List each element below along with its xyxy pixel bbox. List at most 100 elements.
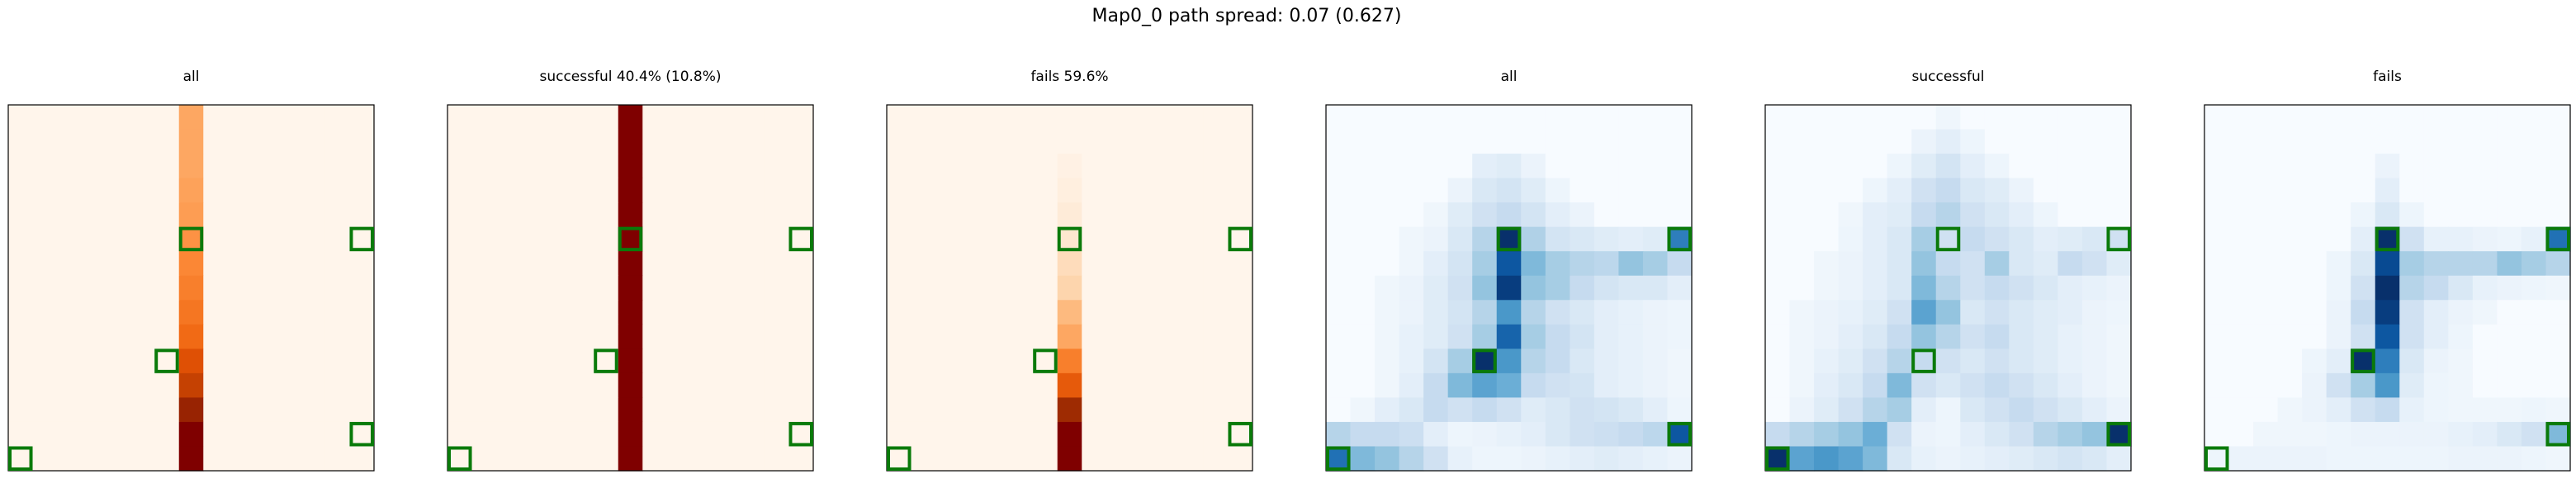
heatmap-cell bbox=[666, 421, 692, 448]
heatmap-cell bbox=[1350, 324, 1376, 349]
heatmap-cell bbox=[1838, 421, 1863, 448]
heatmap-cell bbox=[1472, 202, 1498, 228]
heatmap-cell bbox=[594, 300, 619, 325]
heatmap-cell bbox=[227, 446, 253, 472]
heatmap-cell bbox=[1447, 129, 1473, 154]
panel-title: all bbox=[1501, 69, 1518, 85]
heatmap-cell bbox=[2081, 275, 2108, 301]
heatmap-cell bbox=[1863, 372, 1888, 398]
heatmap-cell bbox=[520, 202, 546, 228]
heatmap-cell bbox=[2081, 421, 2108, 448]
heatmap-cell bbox=[1593, 154, 1619, 179]
heatmap-cell bbox=[1326, 349, 1352, 374]
heatmap-cell bbox=[2253, 129, 2279, 154]
heatmap-cell bbox=[2253, 251, 2279, 277]
heatmap-cell bbox=[2521, 300, 2547, 325]
heatmap-cell bbox=[1447, 178, 1473, 203]
heatmap-panel-6: fails bbox=[2204, 69, 2571, 472]
heatmap-cell bbox=[911, 178, 936, 203]
heatmap-cell bbox=[2497, 372, 2522, 398]
heatmap-cell bbox=[959, 226, 985, 252]
heatmap-cell bbox=[2472, 154, 2498, 179]
heatmap-cell bbox=[1228, 154, 1253, 179]
marker-square bbox=[887, 446, 912, 471]
heatmap-cell bbox=[2057, 154, 2083, 179]
heatmap-cell bbox=[1423, 129, 1449, 154]
heatmap-cell bbox=[1228, 129, 1253, 154]
heatmap-cell bbox=[2521, 372, 2547, 398]
heatmap-cell bbox=[1765, 349, 1791, 374]
heatmap-cell bbox=[324, 397, 351, 423]
heatmap-cell bbox=[1960, 372, 1986, 398]
heatmap-cell bbox=[2302, 446, 2327, 472]
heatmap-cell bbox=[203, 178, 229, 203]
heatmap-cell bbox=[594, 397, 619, 423]
heatmap-cell bbox=[618, 372, 643, 398]
heatmap-cell bbox=[2228, 178, 2254, 203]
heatmap-cell bbox=[887, 324, 912, 349]
heatmap-cell bbox=[1082, 129, 1107, 154]
heatmap-cell bbox=[1593, 300, 1619, 325]
heatmap-cell bbox=[1521, 226, 1546, 252]
heatmap-cell bbox=[1399, 202, 1424, 228]
heatmap-cell bbox=[1008, 300, 1034, 325]
heatmap-cell bbox=[1375, 324, 1400, 349]
heatmap-cell bbox=[2009, 275, 2034, 301]
heatmap-cell bbox=[1008, 421, 1034, 448]
heatmap-cell bbox=[2081, 300, 2108, 325]
heatmap-cell bbox=[2545, 129, 2571, 154]
heatmap-cell bbox=[130, 154, 155, 179]
panel-title: successful bbox=[1912, 69, 1985, 85]
heatmap-cell bbox=[2277, 349, 2303, 374]
heatmap-cell bbox=[1911, 324, 1937, 349]
heatmap-cell bbox=[447, 446, 473, 472]
heatmap-cell bbox=[2326, 349, 2351, 374]
heatmap-cell bbox=[1618, 421, 1644, 448]
heatmap-cell bbox=[32, 300, 58, 325]
heatmap-cell bbox=[2399, 202, 2425, 228]
heatmap-cell bbox=[1326, 251, 1352, 277]
heatmap-cell bbox=[2277, 251, 2303, 277]
heatmap-cell bbox=[545, 275, 571, 301]
heatmap-cell bbox=[2448, 324, 2474, 349]
heatmap-cell bbox=[471, 178, 497, 203]
heatmap-cell bbox=[2081, 202, 2108, 228]
heatmap-cell bbox=[1179, 202, 1205, 228]
heatmap-cell bbox=[642, 129, 668, 154]
heatmap-cell bbox=[2521, 349, 2547, 374]
heatmap-cell bbox=[764, 129, 790, 154]
heatmap-cell bbox=[1082, 372, 1107, 398]
heatmap-cell bbox=[2326, 300, 2351, 325]
heatmap-cell bbox=[130, 178, 155, 203]
heatmap-cell bbox=[1935, 178, 1961, 203]
heatmap-cell bbox=[32, 251, 58, 277]
heatmap-cell bbox=[1203, 202, 1229, 228]
heatmap-cell bbox=[2521, 275, 2547, 301]
heatmap-cell bbox=[1423, 226, 1449, 252]
heatmap-cell bbox=[130, 105, 155, 130]
heatmap-cell bbox=[1496, 105, 1522, 130]
heatmap-cell bbox=[594, 324, 619, 349]
heatmap-cell bbox=[764, 202, 790, 228]
heatmap-cell bbox=[1911, 349, 1937, 374]
heatmap-cell bbox=[276, 202, 301, 228]
heatmap-cell bbox=[1814, 251, 1840, 277]
heatmap-cell bbox=[959, 251, 985, 277]
heatmap-cell bbox=[1521, 421, 1546, 448]
heatmap-cell bbox=[1057, 226, 1082, 252]
heatmap-cell bbox=[1106, 421, 1131, 448]
heatmap-cell bbox=[2448, 202, 2474, 228]
panel-title: all bbox=[183, 69, 200, 85]
heatmap-cell bbox=[2106, 178, 2132, 203]
heatmap-cell bbox=[569, 372, 594, 398]
heatmap-cell bbox=[935, 372, 961, 398]
heatmap-cell bbox=[2497, 300, 2522, 325]
heatmap-cell bbox=[301, 251, 326, 277]
heatmap-cell bbox=[2204, 275, 2230, 301]
heatmap-cell bbox=[984, 251, 1010, 277]
heatmap-cell bbox=[2448, 300, 2474, 325]
heatmap-cell bbox=[1399, 421, 1424, 448]
heatmap-cell bbox=[154, 275, 180, 301]
heatmap-cell bbox=[1057, 397, 1082, 423]
heatmap-cell bbox=[2399, 300, 2425, 325]
